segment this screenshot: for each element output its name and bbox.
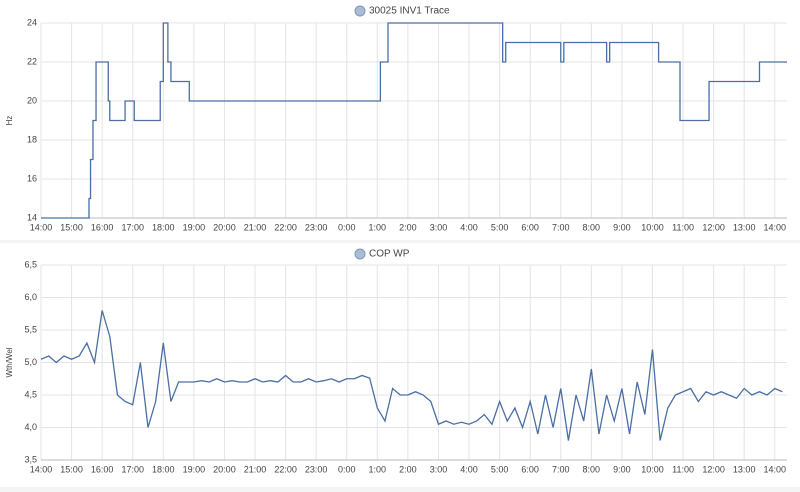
x-tick-label: 11:00 bbox=[672, 464, 694, 474]
legend-label: COP WP bbox=[369, 249, 410, 260]
x-tick-label: 22:00 bbox=[274, 464, 297, 474]
x-tick-label: 11:00 bbox=[672, 222, 694, 232]
x-tick-label: 7:00 bbox=[552, 222, 570, 232]
legend-marker bbox=[354, 248, 366, 260]
x-tick-label: 20:00 bbox=[213, 464, 236, 474]
y-tick-label: 24 bbox=[27, 17, 37, 27]
y-tick-label: 6,5 bbox=[24, 259, 37, 269]
y-tick-label: 5,5 bbox=[24, 324, 37, 334]
x-tick-label: 8:00 bbox=[583, 464, 601, 474]
x-tick-label: 13:00 bbox=[733, 222, 756, 232]
x-tick-label: 4:00 bbox=[460, 222, 478, 232]
x-tick-label: 10:00 bbox=[641, 464, 664, 474]
x-tick-label: 12:00 bbox=[702, 464, 725, 474]
x-tick-label: 6:00 bbox=[521, 464, 539, 474]
y-tick-label: 3,5 bbox=[24, 454, 37, 464]
x-tick-label: 0:00 bbox=[338, 222, 356, 232]
x-tick-label: 17:00 bbox=[121, 222, 144, 232]
x-tick-label: 22:00 bbox=[274, 222, 297, 232]
x-tick-label: 3:00 bbox=[430, 222, 448, 232]
x-tick-label: 16:00 bbox=[91, 464, 114, 474]
x-tick-label: 18:00 bbox=[152, 464, 175, 474]
x-tick-label: 17:00 bbox=[121, 464, 144, 474]
x-tick-label: 1:00 bbox=[369, 464, 387, 474]
y-tick-label: 22 bbox=[27, 56, 37, 66]
y-tick-label: 18 bbox=[27, 134, 37, 144]
x-tick-label: 2:00 bbox=[399, 464, 417, 474]
panel bbox=[0, 0, 800, 240]
x-tick-label: 7:00 bbox=[552, 464, 570, 474]
x-tick-label: 9:00 bbox=[613, 464, 631, 474]
x-tick-label: 12:00 bbox=[702, 222, 725, 232]
data-line bbox=[40, 310, 783, 441]
x-tick-label: 19:00 bbox=[183, 464, 206, 474]
x-tick-label: 8:00 bbox=[583, 222, 601, 232]
x-tick-label: 21:00 bbox=[244, 222, 267, 232]
y-axis-label: Hz bbox=[5, 116, 14, 126]
x-tick-label: 15:00 bbox=[60, 464, 83, 474]
x-tick-label: 10:00 bbox=[641, 222, 664, 232]
x-tick-label: 6:00 bbox=[521, 222, 539, 232]
x-tick-label: 14:00 bbox=[764, 222, 787, 232]
x-tick-label: 15:00 bbox=[60, 222, 83, 232]
y-tick-label: 16 bbox=[27, 173, 37, 183]
x-tick-label: 20:00 bbox=[213, 222, 236, 232]
y-tick-label: 4,5 bbox=[24, 389, 37, 399]
y-tick-label: 20 bbox=[27, 95, 37, 105]
x-tick-label: 14:00 bbox=[30, 222, 53, 232]
x-tick-label: 5:00 bbox=[491, 464, 509, 474]
x-tick-label: 14:00 bbox=[30, 464, 53, 474]
y-tick-label: 5,0 bbox=[24, 357, 37, 367]
x-tick-label: 5:00 bbox=[491, 222, 509, 232]
x-tick-label: 0:00 bbox=[338, 464, 356, 474]
x-tick-label: 18:00 bbox=[152, 222, 175, 232]
x-tick-label: 19:00 bbox=[183, 222, 206, 232]
x-tick-label: 21:00 bbox=[244, 464, 267, 474]
x-tick-label: 13:00 bbox=[733, 464, 756, 474]
x-tick-label: 9:00 bbox=[613, 222, 631, 232]
y-tick-label: 4,0 bbox=[24, 422, 37, 432]
legend-marker bbox=[354, 5, 366, 17]
x-tick-label: 3:00 bbox=[430, 464, 448, 474]
y-tick-label: 6,0 bbox=[24, 292, 37, 302]
x-tick-label: 14:00 bbox=[764, 464, 787, 474]
y-axis-label: Wth/Wel bbox=[5, 347, 14, 377]
x-tick-label: 2:00 bbox=[399, 222, 417, 232]
panel bbox=[0, 243, 800, 487]
x-tick-label: 16:00 bbox=[91, 222, 114, 232]
x-tick-label: 23:00 bbox=[305, 464, 328, 474]
legend-label: 30025 INV1 Trace bbox=[369, 6, 450, 17]
x-tick-label: 4:00 bbox=[460, 464, 478, 474]
data-line bbox=[41, 22, 787, 219]
y-tick-label: 14 bbox=[27, 212, 37, 222]
x-tick-label: 1:00 bbox=[369, 222, 387, 232]
x-tick-label: 23:00 bbox=[305, 222, 328, 232]
